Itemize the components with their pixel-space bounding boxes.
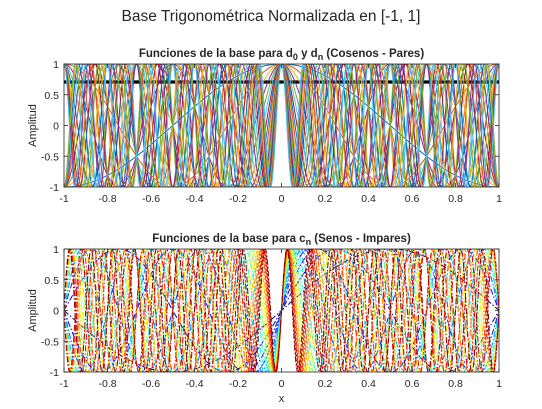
y-axis-label: Amplitud bbox=[27, 104, 39, 147]
y-tick-label: -0.5 bbox=[41, 151, 59, 163]
plot-title: Funciones de la base para cn (Senos - Im… bbox=[152, 233, 411, 247]
x-tick-label: -0.8 bbox=[98, 378, 116, 390]
x-tick-label: -0.2 bbox=[229, 378, 247, 390]
y-tick-label: -0.5 bbox=[41, 336, 59, 348]
y-tick-label: 1 bbox=[53, 59, 59, 71]
x-tick-label: 0 bbox=[279, 193, 285, 205]
title-text: Funciones de la base para c bbox=[152, 233, 306, 245]
series-line-n20 bbox=[64, 249, 499, 372]
x-tick-label: 0.4 bbox=[361, 193, 376, 205]
title-text: Funciones de la base para d bbox=[139, 48, 293, 60]
title-subscript: n bbox=[318, 52, 324, 62]
x-tick-label: -0.8 bbox=[98, 193, 116, 205]
x-tick-label: -1 bbox=[59, 378, 68, 390]
x-tick-label: 0.6 bbox=[405, 193, 420, 205]
title-text: (Senos - Impares) bbox=[311, 233, 411, 245]
x-tick-label: 0.2 bbox=[318, 378, 333, 390]
sine-basis-plot: -1 -0.8 -0.6 -0.4 -0.2 0 0.2 0.4 0.6 0.8 1 -1 -0.5 0 0… bbox=[27, 233, 502, 405]
figure-title: Base Trigonométrica Normalizada en [-1, … bbox=[122, 8, 421, 25]
x-axis-label: x bbox=[279, 393, 285, 405]
y-tick-label: 0 bbox=[53, 121, 59, 133]
series-line-n19 bbox=[64, 249, 499, 372]
y-axis-label: Amplitud bbox=[27, 289, 39, 332]
x-tick-label: 0.8 bbox=[448, 193, 463, 205]
y-tick-label: 0 bbox=[53, 306, 59, 318]
y-tick-label: 0.5 bbox=[44, 275, 59, 287]
title-text: (Cosenos - Pares) bbox=[323, 48, 424, 60]
y-tick-label: 0.5 bbox=[44, 90, 59, 102]
y-tick-label: -1 bbox=[50, 367, 59, 379]
x-tick-label: -0.4 bbox=[185, 378, 203, 390]
x-tick-label: 1 bbox=[496, 378, 502, 390]
x-tick-label: -0.2 bbox=[229, 193, 247, 205]
x-tick-label: 1 bbox=[496, 193, 502, 205]
title-subscript: 0 bbox=[293, 52, 298, 62]
x-tick-label: 0 bbox=[279, 378, 285, 390]
y-tick-label: 1 bbox=[53, 244, 59, 256]
title-text: y d bbox=[298, 48, 318, 60]
x-tick-label: 0.4 bbox=[361, 378, 376, 390]
x-tick-label: -0.6 bbox=[142, 378, 160, 390]
series-line-n20 bbox=[64, 64, 499, 187]
y-tick-label: -1 bbox=[50, 182, 59, 194]
x-tick-label: 0.8 bbox=[448, 378, 463, 390]
x-tick-label: 0.6 bbox=[405, 378, 420, 390]
x-tick-label: 0.2 bbox=[318, 193, 333, 205]
title-subscript: n bbox=[306, 237, 312, 247]
series-group bbox=[64, 249, 499, 372]
plot-area bbox=[64, 64, 499, 187]
x-tick-label: -0.4 bbox=[185, 193, 203, 205]
plot-title: Funciones de la base para d0 y dn (Cosen… bbox=[139, 48, 425, 62]
cosine-basis-plot: -1 -0.8 -0.6 -0.4 -0.2 0 0.2 0.4 0.6 0.8 1 -1 -0.5 0 0… bbox=[27, 48, 502, 205]
x-tick-label: -1 bbox=[59, 193, 68, 205]
x-tick-label: -0.6 bbox=[142, 193, 160, 205]
